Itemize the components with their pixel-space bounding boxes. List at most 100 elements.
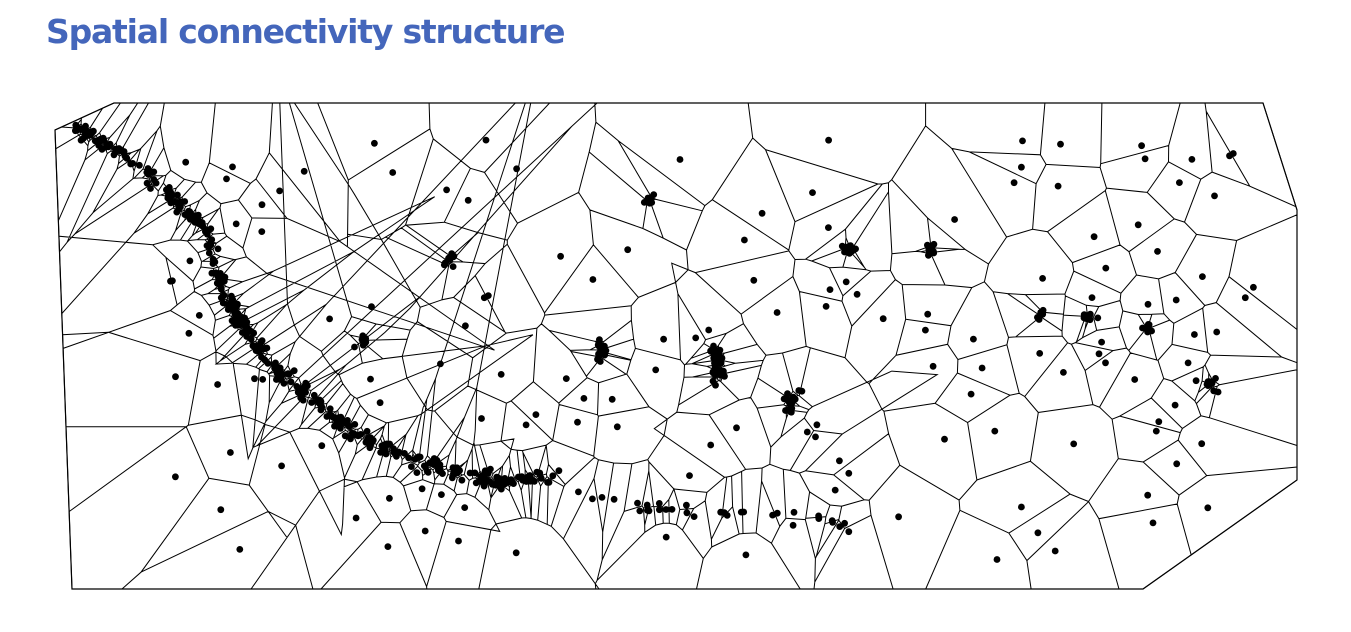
site-point <box>1199 273 1206 280</box>
site-point <box>690 513 698 520</box>
site-point <box>1086 316 1094 324</box>
site-point <box>613 423 621 431</box>
site-point <box>234 310 242 317</box>
site-point <box>1141 155 1149 163</box>
site-point <box>443 186 450 194</box>
site-point <box>537 474 545 482</box>
site-point <box>644 194 652 202</box>
site-point <box>1131 376 1139 383</box>
site-point <box>646 199 654 207</box>
site-point <box>709 369 717 377</box>
site-point <box>1036 350 1044 357</box>
site-point <box>1250 283 1257 291</box>
site-point <box>220 291 228 299</box>
site-point <box>464 196 472 204</box>
site-point <box>144 165 152 172</box>
site-point <box>106 140 114 148</box>
site-point <box>413 469 421 476</box>
site-point <box>390 445 397 452</box>
site-point <box>825 136 832 144</box>
site-point <box>1018 163 1025 171</box>
site-point <box>326 405 334 413</box>
site-point <box>186 257 194 265</box>
site-point <box>624 246 632 254</box>
site-point <box>1144 328 1151 336</box>
site-point <box>462 322 469 330</box>
site-point <box>507 476 515 483</box>
site-point <box>408 463 415 470</box>
site-point <box>1192 377 1200 385</box>
site-point <box>812 433 819 441</box>
site-point <box>466 469 474 477</box>
site-point <box>263 344 271 352</box>
site-point <box>594 355 601 363</box>
site-point <box>250 329 258 337</box>
site-point <box>1210 387 1218 395</box>
site-point <box>317 406 325 414</box>
site-point <box>813 421 821 429</box>
site-point <box>1138 142 1145 150</box>
site-point <box>610 495 618 503</box>
site-point <box>655 500 663 507</box>
site-point <box>471 469 479 477</box>
site-point <box>338 417 345 425</box>
site-point <box>376 399 384 407</box>
site-point <box>82 122 89 130</box>
site-point <box>1155 418 1163 426</box>
site-point <box>683 509 691 517</box>
site-point <box>1139 324 1146 332</box>
site-point <box>1213 328 1221 336</box>
site-point <box>733 424 740 432</box>
site-point <box>438 491 445 498</box>
site-point <box>595 350 602 358</box>
site-point <box>227 449 234 456</box>
site-point <box>95 142 103 149</box>
site-point <box>1080 314 1088 322</box>
site-point <box>1144 491 1152 499</box>
site-point <box>436 461 444 468</box>
site-point <box>164 194 172 202</box>
site-point <box>258 228 266 236</box>
site-point <box>1088 294 1096 301</box>
site-point <box>991 427 999 435</box>
cell-edges <box>54 102 1298 590</box>
site-point <box>683 501 690 509</box>
site-point <box>359 332 367 340</box>
site-point <box>241 322 249 329</box>
site-point <box>825 224 832 232</box>
site-point <box>252 347 260 354</box>
site-point <box>826 286 834 293</box>
site-point <box>1102 359 1109 367</box>
site-point <box>299 396 307 404</box>
site-point <box>686 472 693 479</box>
site-point <box>1241 294 1249 302</box>
site-point <box>709 377 717 385</box>
site-point <box>243 333 251 340</box>
site-point <box>386 494 393 502</box>
site-point <box>287 378 295 386</box>
site-point <box>273 376 280 383</box>
site-point <box>224 306 232 313</box>
site-point <box>72 121 80 129</box>
site-point <box>205 243 213 250</box>
site-point <box>595 342 603 350</box>
site-point <box>1188 156 1196 163</box>
site-point <box>922 326 929 334</box>
site-point <box>1039 275 1046 282</box>
site-point <box>1019 137 1026 145</box>
site-point <box>643 501 651 509</box>
site-point <box>232 321 240 329</box>
site-point <box>476 477 484 485</box>
site-point <box>1171 401 1179 409</box>
site-point <box>423 467 431 475</box>
site-point <box>549 472 557 480</box>
site-point <box>121 152 129 160</box>
site-point <box>143 179 151 187</box>
site-point <box>750 276 758 284</box>
site-point <box>809 189 816 197</box>
site-point <box>707 441 715 449</box>
site-point <box>182 158 190 166</box>
site-point <box>519 476 527 484</box>
site-point <box>326 315 333 323</box>
site-point <box>169 277 176 285</box>
